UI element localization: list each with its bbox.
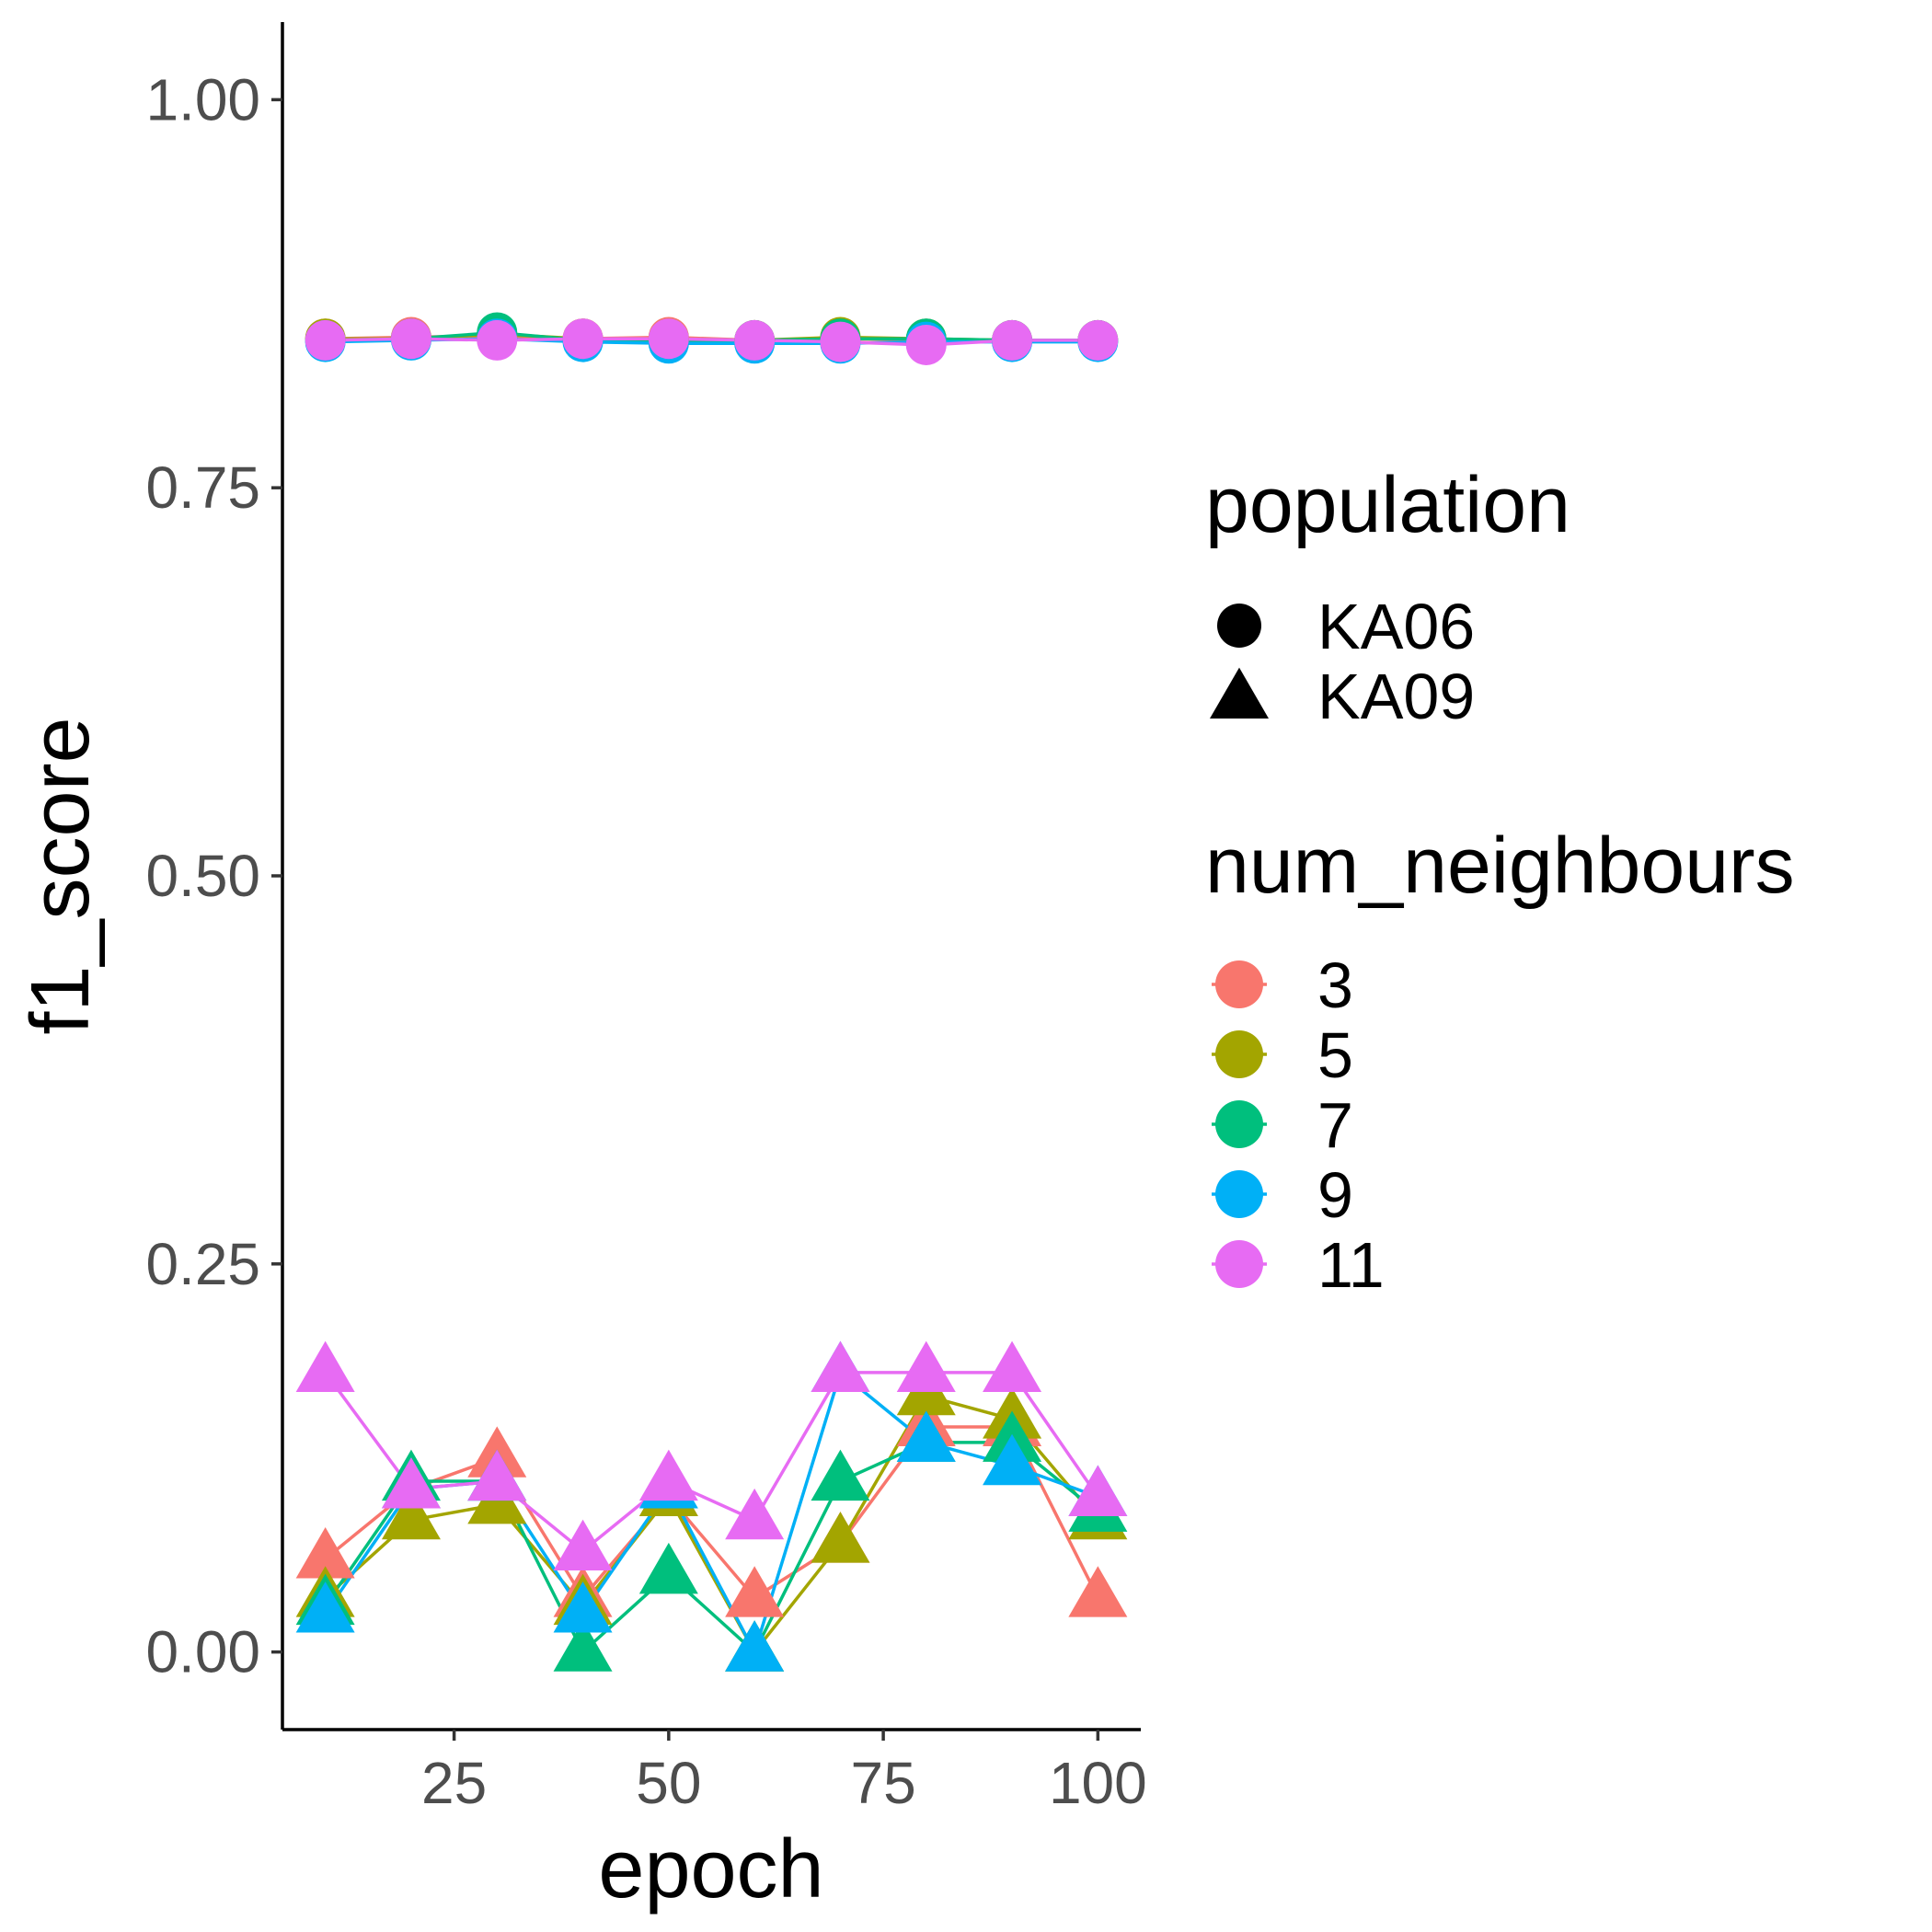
series-line-KA09-3 xyxy=(324,1425,1099,1601)
color-legend-title: num_neighbours xyxy=(1205,822,1795,910)
point-KA06-11 xyxy=(734,319,776,361)
point-KA09-3 xyxy=(1068,1566,1128,1617)
y-axis-ticks: 0.00 0.25 0.50 0.75 1.00 xyxy=(145,66,282,1685)
series-line-KA09-11 xyxy=(324,1371,1099,1554)
point-KA09-3 xyxy=(725,1566,785,1617)
point-KA06-11 xyxy=(1077,319,1119,361)
point-KA06-11 xyxy=(905,324,947,365)
color-legend-label: 7 xyxy=(1317,1089,1353,1161)
point-KA06-11 xyxy=(390,318,431,360)
point-KA06-11 xyxy=(648,318,689,360)
series-line-KA09-5 xyxy=(324,1394,1099,1655)
color-legend-label: 5 xyxy=(1317,1019,1353,1091)
y-tick-label: 0.25 xyxy=(145,1231,260,1297)
x-tick-label: 75 xyxy=(851,1750,916,1816)
shape-legend-label: KA06 xyxy=(1317,591,1475,662)
point-KA09-9 xyxy=(896,1410,956,1462)
x-tick-label: 50 xyxy=(636,1750,701,1816)
point-KA09-11 xyxy=(983,1340,1042,1392)
y-axis-title: f1_score xyxy=(15,717,107,1034)
x-tick-label: 100 xyxy=(1049,1750,1147,1816)
color-legend-label: 9 xyxy=(1317,1159,1353,1231)
color-legend-label: 11 xyxy=(1317,1229,1385,1301)
series-points xyxy=(295,312,1128,1672)
series-line-KA09-9 xyxy=(324,1369,1098,1657)
point-KA09-11 xyxy=(295,1340,355,1392)
point-KA09-3 xyxy=(295,1527,355,1579)
legend-key-circle xyxy=(1217,604,1261,648)
point-KA09-11 xyxy=(638,1449,698,1501)
point-KA09-9 xyxy=(553,1581,613,1633)
point-KA06-11 xyxy=(562,318,604,360)
point-KA09-11 xyxy=(1068,1465,1128,1516)
point-KA09-5 xyxy=(811,1512,870,1563)
point-KA09-7 xyxy=(638,1542,698,1594)
point-KA09-7 xyxy=(553,1620,613,1672)
point-KA09-7 xyxy=(811,1449,870,1501)
y-tick-label: 0.75 xyxy=(145,454,260,521)
legend-key-swatch xyxy=(1215,1170,1263,1218)
y-tick-label: 0.00 xyxy=(145,1619,260,1685)
series-line-KA09-7 xyxy=(324,1441,1099,1655)
x-axis-title: epoch xyxy=(598,1823,823,1915)
x-axis-ticks: 25 50 75 100 xyxy=(421,1730,1147,1816)
legend-key-swatch xyxy=(1215,1100,1263,1148)
point-KA09-9 xyxy=(983,1433,1042,1486)
point-KA09-11 xyxy=(381,1457,441,1509)
point-KA06-11 xyxy=(305,319,346,361)
point-KA09-11 xyxy=(553,1519,613,1571)
point-KA09-11 xyxy=(811,1340,870,1392)
shape-legend-title: population xyxy=(1205,461,1570,549)
legend-key-swatch xyxy=(1215,960,1263,1008)
color-legend-label: 3 xyxy=(1317,949,1353,1021)
plot-panel xyxy=(295,312,1128,1672)
point-KA09-5 xyxy=(381,1488,441,1540)
point-KA09-11 xyxy=(725,1488,785,1540)
legend-key-swatch xyxy=(1215,1240,1263,1288)
shape-legend-label: KA09 xyxy=(1317,661,1475,732)
point-KA06-11 xyxy=(820,321,861,362)
point-KA06-11 xyxy=(477,319,518,361)
x-tick-label: 25 xyxy=(421,1750,487,1816)
point-KA09-9 xyxy=(295,1581,355,1633)
point-KA09-9 xyxy=(725,1620,785,1672)
legend-key-swatch xyxy=(1215,1030,1263,1078)
series-line-KA06-11 xyxy=(325,337,1098,347)
y-tick-label: 1.00 xyxy=(145,66,260,132)
series-lines xyxy=(324,330,1099,1657)
point-KA06-11 xyxy=(992,319,1033,361)
y-tick-label: 0.50 xyxy=(145,843,260,909)
point-KA09-11 xyxy=(896,1340,956,1392)
point-KA09-11 xyxy=(467,1449,527,1501)
legend-key-triangle xyxy=(1210,667,1269,719)
